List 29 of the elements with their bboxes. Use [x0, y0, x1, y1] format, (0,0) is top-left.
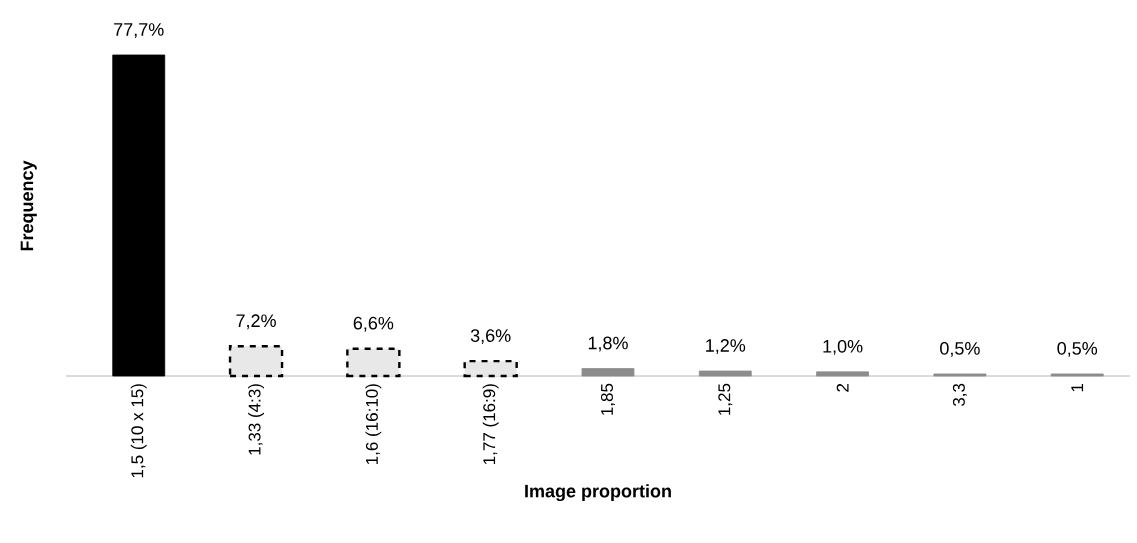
- data-label: 0,5%: [1057, 341, 1098, 357]
- x-axis-title: Image proportion: [525, 484, 671, 502]
- data-label: 6,6%: [353, 316, 394, 332]
- x-tick-label: 1: [1071, 383, 1084, 392]
- bar: [463, 359, 518, 378]
- x-tick-label: 1,6 (16:10): [365, 384, 382, 464]
- data-label: 3,6%: [470, 329, 511, 345]
- x-tick-label: 1,33 (4:3): [248, 384, 264, 455]
- bar: [933, 373, 987, 377]
- x-tick-label: 1,5 (10 x 15): [130, 384, 147, 478]
- x-tick-label: 1,85: [600, 383, 615, 415]
- bar: [228, 345, 284, 378]
- bar: [816, 371, 869, 377]
- data-label: 1,8%: [588, 336, 628, 352]
- bar: [1050, 373, 1104, 377]
- data-label: 1,0%: [823, 339, 863, 355]
- bar: [581, 368, 635, 377]
- data-label: 0,5%: [940, 341, 980, 357]
- x-tick-label: 1,25: [718, 383, 733, 415]
- x-tick-label: 3,3: [952, 383, 967, 407]
- x-tick-label: 2: [836, 383, 849, 392]
- data-label: 7,2%: [236, 314, 276, 330]
- bar: [112, 54, 166, 377]
- data-label: 77,7%: [114, 23, 164, 38]
- bar: [346, 347, 401, 378]
- data-label: 1,2%: [706, 339, 746, 354]
- bar: [698, 370, 752, 377]
- x-tick-label: 1,77 (16:9): [482, 384, 499, 464]
- y-axis-title: Frequency: [20, 160, 37, 251]
